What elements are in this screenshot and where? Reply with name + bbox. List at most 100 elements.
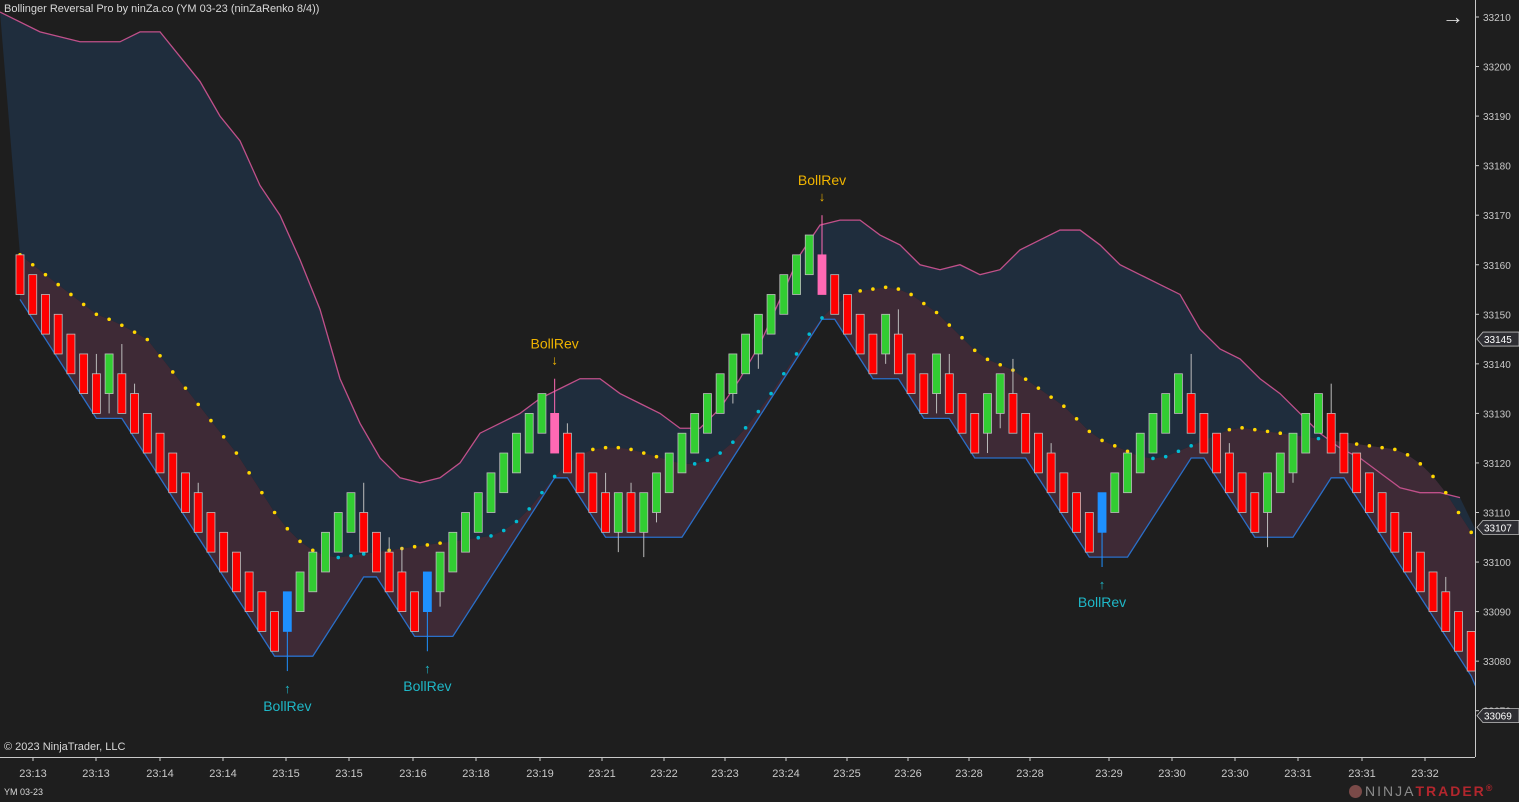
candle [397, 547, 407, 613]
midline-dot [1316, 436, 1321, 441]
candle [1364, 472, 1374, 513]
candle [537, 393, 547, 434]
midline-dot [1151, 456, 1155, 461]
midline-dot [1253, 427, 1257, 432]
midline-dot [1367, 444, 1372, 448]
candle [957, 393, 967, 434]
midline-dot [972, 348, 977, 353]
midline-dot [1087, 429, 1092, 434]
midline-dot [883, 285, 888, 290]
time-tick-label: 23:29 [1095, 768, 1123, 780]
midline-dot [731, 440, 735, 445]
midline-dot [489, 534, 493, 538]
candle [1021, 412, 1031, 454]
candle [282, 591, 292, 672]
midline-dot [1278, 431, 1283, 436]
midline-dot [782, 371, 786, 376]
candle [550, 378, 560, 454]
candle [359, 482, 369, 553]
candle [1186, 353, 1196, 434]
candle [1224, 443, 1234, 494]
candle [906, 353, 916, 394]
candle [295, 571, 305, 613]
price-marker: 33145 [1476, 331, 1519, 347]
renko-candles [15, 215, 1475, 672]
lower-band-fill [20, 254, 1475, 685]
midline-dot [209, 418, 213, 423]
candle [1034, 432, 1043, 474]
arrow-right-icon[interactable]: → [1442, 4, 1464, 29]
candle [601, 472, 610, 533]
midline-dot [718, 451, 722, 455]
candle [79, 353, 89, 394]
time-tick-label: 23:13 [19, 768, 47, 780]
candle [91, 353, 101, 414]
midline-dot [285, 526, 290, 531]
midline-dot [221, 435, 226, 439]
midline-dot [120, 323, 124, 328]
midline-dot [769, 391, 773, 396]
candle [919, 373, 929, 414]
midline-dot [1163, 454, 1168, 459]
price-tick-label: 33130 [1483, 409, 1511, 420]
price-tick-label: 33170 [1483, 211, 1511, 222]
copyright-text: © 2023 NinjaTrader, LLC [4, 741, 126, 753]
svg-text:33145: 33145 [1484, 335, 1512, 346]
candle [15, 254, 25, 295]
signal-label: BollRev [403, 678, 451, 694]
midline-dot [260, 490, 264, 495]
midline-dot [1380, 445, 1384, 450]
bollrev-signal-buy: ↑ BollRev [403, 661, 451, 694]
midline-dot [158, 353, 162, 358]
candle [155, 432, 165, 474]
candle [995, 373, 1005, 429]
candle [1123, 452, 1132, 494]
candle [868, 333, 878, 375]
candle [1314, 393, 1323, 434]
instrument-label: YM 03-23 [4, 787, 44, 797]
midline-dot [922, 301, 926, 306]
candle [562, 423, 572, 474]
midline-dot [56, 282, 60, 287]
midline-dot [247, 471, 251, 475]
price-marker: 33107 [1476, 519, 1519, 535]
candle [1377, 492, 1387, 533]
candle [588, 472, 598, 513]
candle [1428, 571, 1438, 613]
candle [1148, 412, 1158, 454]
candle [168, 452, 178, 494]
time-axis[interactable]: 23:13 23:13 23:14 23:14 23:15 23:15 23:16 23:18… [0, 757, 1475, 780]
candle [1263, 472, 1272, 548]
candle [1161, 393, 1171, 434]
candle [1326, 383, 1336, 454]
arrow-down-icon: ↓ [819, 189, 826, 204]
midline-dot [1112, 444, 1117, 448]
svg-text:33069: 33069 [1484, 712, 1512, 723]
time-tick-label: 23:18 [462, 768, 490, 780]
time-tick-label: 23:16 [399, 768, 427, 780]
candle [1301, 412, 1311, 454]
candle [1135, 432, 1145, 474]
time-tick-label: 23:31 [1348, 768, 1376, 780]
candle [664, 452, 674, 494]
candle [1174, 373, 1183, 414]
signal-label: BollRev [1078, 594, 1126, 610]
midline-dot [871, 287, 875, 291]
candle [41, 294, 50, 335]
candle [843, 294, 852, 335]
candle [461, 512, 470, 553]
candle [728, 353, 738, 404]
midline-dot [527, 507, 531, 511]
midline-dot [298, 539, 302, 544]
price-axis[interactable]: 33210 33200 33190 33180 33170 33160 33150 33140… [1475, 0, 1519, 757]
midline-dot [107, 317, 111, 322]
candle [333, 512, 343, 553]
candle [944, 353, 954, 414]
midline-dot [1456, 510, 1461, 515]
candle [130, 383, 139, 434]
candle [346, 492, 356, 533]
candle [703, 393, 712, 434]
midline-dot [183, 386, 188, 390]
candle [1008, 358, 1018, 434]
